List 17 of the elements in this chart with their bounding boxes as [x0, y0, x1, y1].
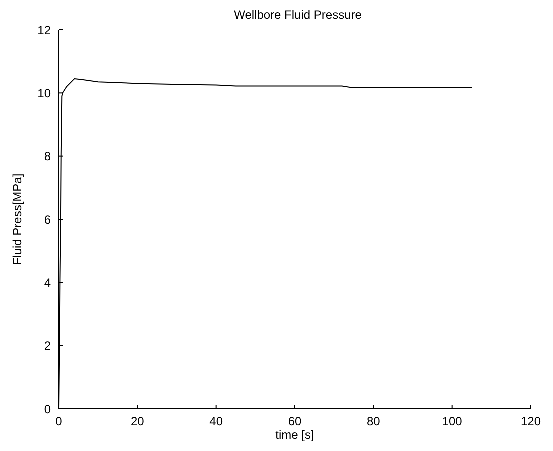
x-tick-label: 80: [366, 414, 381, 429]
y-tick-label: 8: [44, 150, 52, 164]
x-tick-label: 120: [520, 414, 542, 429]
y-tick-label: 12: [38, 23, 52, 38]
y-tick-label: 10: [38, 86, 52, 100]
y-axis-title: Fluid Press[MPa]: [10, 174, 24, 266]
y-tick-label: 4: [44, 276, 52, 290]
x-tick-label: 60: [288, 414, 302, 429]
x-tick-label: 20: [130, 414, 145, 429]
x-tick-label: 40: [210, 414, 224, 429]
chart-title: Wellbore Fluid Pressure: [233, 8, 363, 22]
y-tick-label: 6: [44, 212, 52, 227]
y-tick-label: 0: [44, 402, 52, 416]
x-axis-title: time [s]: [276, 428, 314, 442]
x-tick-label: 100: [442, 414, 463, 429]
y-tick-label: 2: [44, 339, 52, 354]
x-tick-label: 0: [56, 414, 63, 429]
